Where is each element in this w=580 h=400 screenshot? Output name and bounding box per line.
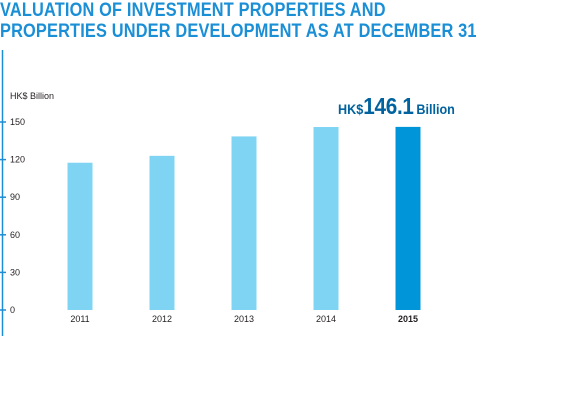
bar-2011	[67, 162, 93, 310]
x-tick-label-2013: 2013	[234, 314, 254, 324]
bar-2015	[395, 126, 421, 310]
y-tick-label: 0	[10, 305, 15, 315]
bar-2012	[149, 155, 175, 310]
callout-prefix: HK$	[338, 101, 364, 117]
x-tick-label-2011: 2011	[70, 314, 89, 324]
x-axis-labels: 2011 2012 2013 2014 2015	[70, 314, 418, 324]
bar-2013	[231, 136, 257, 310]
callout-value: 146.1	[363, 93, 414, 119]
y-axis-label: HK$ Billion	[10, 91, 54, 101]
y-tick-label: 120	[10, 155, 25, 165]
y-tick-label: 90	[10, 192, 20, 202]
y-tick-label: 150	[10, 117, 25, 127]
y-axis-ticks: 0 30 60 90 120 150	[0, 117, 25, 315]
bars	[67, 126, 421, 310]
bar-2014	[313, 127, 339, 310]
chart-title-line-1: VALUATION OF INVESTMENT PROPERTIES AND	[0, 0, 386, 21]
callout-unit: Billion	[416, 101, 455, 117]
chart-title: VALUATION OF INVESTMENT PROPERTIES AND P…	[0, 0, 482, 42]
x-tick-label-2015: 2015	[398, 314, 418, 324]
y-tick-label: 60	[10, 230, 20, 240]
y-tick-label: 30	[10, 267, 20, 277]
x-tick-label-2012: 2012	[152, 314, 172, 324]
chart-title-line-2: PROPERTIES UNDER DEVELOPMENT AS AT DECEM…	[0, 21, 477, 42]
x-tick-label-2014: 2014	[316, 314, 336, 324]
highlight-value-callout: HK$146.1 Billion	[338, 93, 455, 123]
